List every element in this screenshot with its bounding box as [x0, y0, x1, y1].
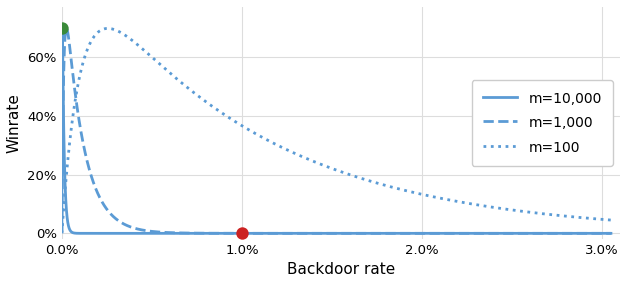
- Line: m=100: m=100: [62, 28, 611, 233]
- m=10,000: [592, 232, 599, 235]
- m=1,000: [58, 231, 66, 235]
- m=100: [58, 232, 66, 235]
- Line: m=10,000: m=10,000: [62, 28, 611, 233]
- m=10,000: [90, 232, 98, 235]
- m=1,000: [592, 232, 599, 235]
- Y-axis label: Winrate: Winrate: [7, 93, 22, 153]
- m=1,000: [90, 183, 98, 187]
- m=10,000: [175, 232, 183, 235]
- m=100: [104, 27, 112, 30]
- m=100: [607, 218, 615, 222]
- m=10,000: [58, 27, 66, 30]
- m=10,000: [58, 229, 66, 232]
- m=100: [175, 79, 183, 82]
- m=100: [305, 158, 312, 161]
- m=100: [464, 202, 472, 205]
- m=10,000: [607, 232, 615, 235]
- m=100: [592, 217, 599, 220]
- m=100: [122, 34, 130, 38]
- Point: [57, 26, 67, 31]
- X-axis label: Backdoor rate: Backdoor rate: [287, 262, 395, 277]
- m=1,000: [63, 27, 70, 30]
- m=10,000: [464, 232, 472, 235]
- m=1,000: [122, 224, 130, 227]
- m=1,000: [175, 231, 183, 235]
- Line: m=1,000: m=1,000: [62, 28, 611, 233]
- m=1,000: [464, 232, 472, 235]
- Legend: m=10,000, m=1,000, m=100: m=10,000, m=1,000, m=100: [472, 80, 613, 166]
- m=10,000: [122, 232, 130, 235]
- m=100: [90, 34, 98, 38]
- Point: [237, 231, 247, 236]
- m=1,000: [607, 232, 615, 235]
- m=1,000: [305, 232, 312, 235]
- m=10,000: [305, 232, 312, 235]
